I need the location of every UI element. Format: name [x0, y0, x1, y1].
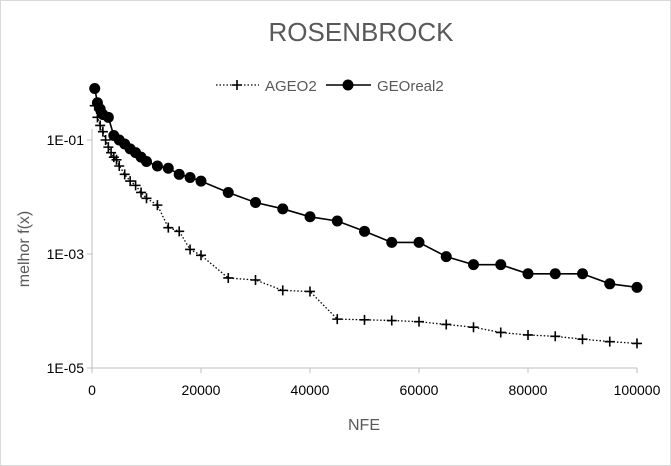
x-tick-label: 40000 [291, 382, 330, 398]
data-point-ageo2 [95, 120, 106, 131]
legend-label-ageo2: AGEO2 [265, 78, 317, 95]
data-point-georeal2 [162, 162, 174, 174]
data-point-georeal2 [141, 155, 152, 167]
data-point-ageo2 [495, 327, 506, 338]
x-tick-label: 20000 [182, 382, 221, 398]
series-line-georeal2 [93, 88, 638, 289]
legend-georeal2-marker [342, 79, 354, 91]
data-point-georeal2 [495, 259, 507, 271]
data-point-ageo2 [604, 336, 615, 347]
data-point-georeal2 [522, 268, 534, 280]
data-point-ageo2 [136, 187, 147, 198]
chart-title: ROSENBROCK [269, 17, 455, 47]
x-tick-label: 100000 [614, 382, 661, 398]
data-point-ageo2 [386, 315, 397, 326]
data-point-ageo2 [111, 154, 122, 165]
data-point-georeal2 [151, 160, 163, 172]
data-point-ageo2 [414, 316, 424, 327]
data-point-ageo2 [119, 169, 130, 180]
data-point-ageo2 [152, 200, 163, 211]
data-point-ageo2 [305, 286, 315, 297]
data-point-georeal2 [440, 251, 452, 263]
data-point-ageo2 [141, 193, 152, 204]
plot-area [89, 83, 643, 349]
x-axis-title: NFE [348, 417, 380, 434]
data-point-ageo2 [103, 142, 114, 153]
data-point-ageo2 [185, 244, 196, 255]
data-point-ageo2 [550, 331, 561, 342]
data-point-georeal2 [250, 197, 261, 209]
data-point-georeal2 [102, 111, 114, 123]
data-point-ageo2 [97, 126, 108, 137]
data-point-ageo2 [632, 338, 642, 349]
data-point-georeal2 [89, 83, 101, 95]
data-point-ageo2 [441, 319, 452, 330]
y-tick-label: 1E-05 [47, 360, 85, 376]
x-tick-label: 60000 [400, 382, 439, 398]
y-tick-label: 1E-03 [47, 246, 85, 262]
data-point-ageo2 [223, 272, 234, 283]
data-point-ageo2 [523, 329, 533, 340]
data-point-ageo2 [114, 160, 125, 171]
data-point-ageo2 [468, 322, 479, 333]
legend: AGEO2 GEOreal2 [216, 78, 444, 95]
data-point-ageo2 [196, 250, 206, 261]
data-point-georeal2 [413, 236, 425, 248]
data-point-georeal2 [222, 186, 234, 198]
y-tick-label: 1E-01 [47, 132, 85, 148]
data-point-georeal2 [331, 215, 343, 227]
data-point-ageo2 [277, 285, 288, 296]
data-point-ageo2 [125, 176, 136, 187]
y-axis-ticks: 1E-01 1E-03 1E-05 [47, 132, 92, 376]
x-axis-ticks: 0 20000 40000 60000 80000 100000 [88, 368, 661, 398]
x-tick-label: 80000 [509, 382, 548, 398]
data-point-georeal2 [304, 211, 316, 223]
y-axis-title: melhor f(x) [16, 211, 33, 287]
data-point-ageo2 [174, 226, 185, 237]
x-tick-label: 0 [88, 382, 96, 398]
data-point-georeal2 [173, 168, 185, 180]
data-point-ageo2 [359, 314, 370, 325]
data-point-ageo2 [332, 314, 343, 325]
data-point-ageo2 [163, 222, 174, 233]
data-point-georeal2 [631, 281, 643, 293]
legend-ageo2-marker [232, 80, 242, 90]
data-point-ageo2 [250, 274, 261, 285]
data-point-georeal2 [604, 278, 616, 290]
data-point-ageo2 [130, 180, 141, 191]
data-point-georeal2 [359, 225, 370, 237]
series-line-ageo2 [94, 105, 638, 345]
data-point-ageo2 [577, 334, 588, 345]
data-point-georeal2 [386, 236, 398, 248]
data-point-georeal2 [549, 268, 561, 280]
data-point-georeal2 [577, 268, 588, 280]
data-point-ageo2 [100, 135, 111, 145]
legend-label-georeal2: GEOreal2 [377, 78, 444, 95]
data-point-georeal2 [184, 171, 196, 183]
data-point-georeal2 [468, 259, 479, 271]
data-point-georeal2 [277, 203, 289, 215]
data-point-georeal2 [195, 175, 207, 187]
